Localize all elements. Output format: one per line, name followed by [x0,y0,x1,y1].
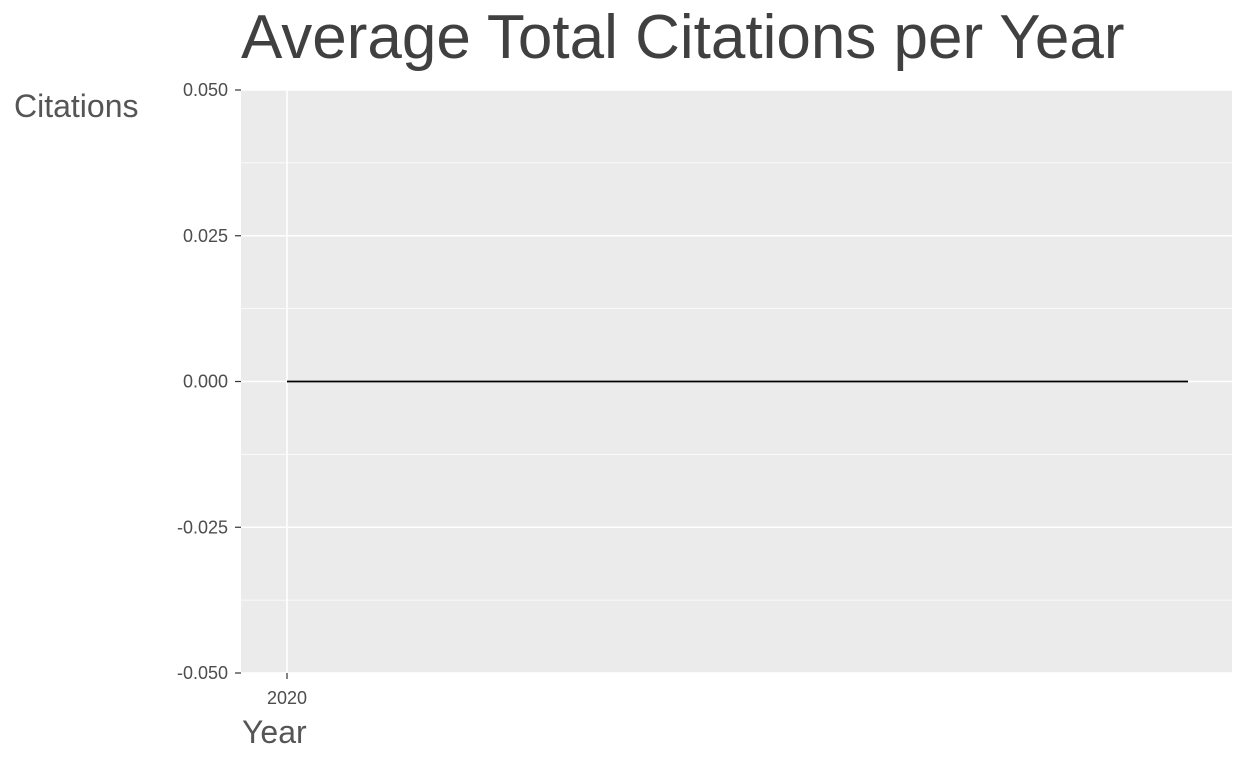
y-tick-label: -0.025 [177,517,228,537]
y-tick-label: 0.000 [183,372,228,392]
x-axis: 2020 [267,673,307,708]
y-tick-label: 0.025 [183,226,228,246]
chart-title: Average Total Citations per Year [241,3,1125,72]
minor-gridlines [241,162,1232,601]
y-tick-label: 0.050 [183,80,228,100]
x-tick-label: 2020 [267,688,307,708]
y-axis: 0.050 0.025 0.000 -0.025 -0.050 [177,80,241,683]
y-axis-title: Citations [14,88,139,124]
x-axis-title: Year [242,714,307,750]
y-tick-label: -0.050 [177,663,228,683]
